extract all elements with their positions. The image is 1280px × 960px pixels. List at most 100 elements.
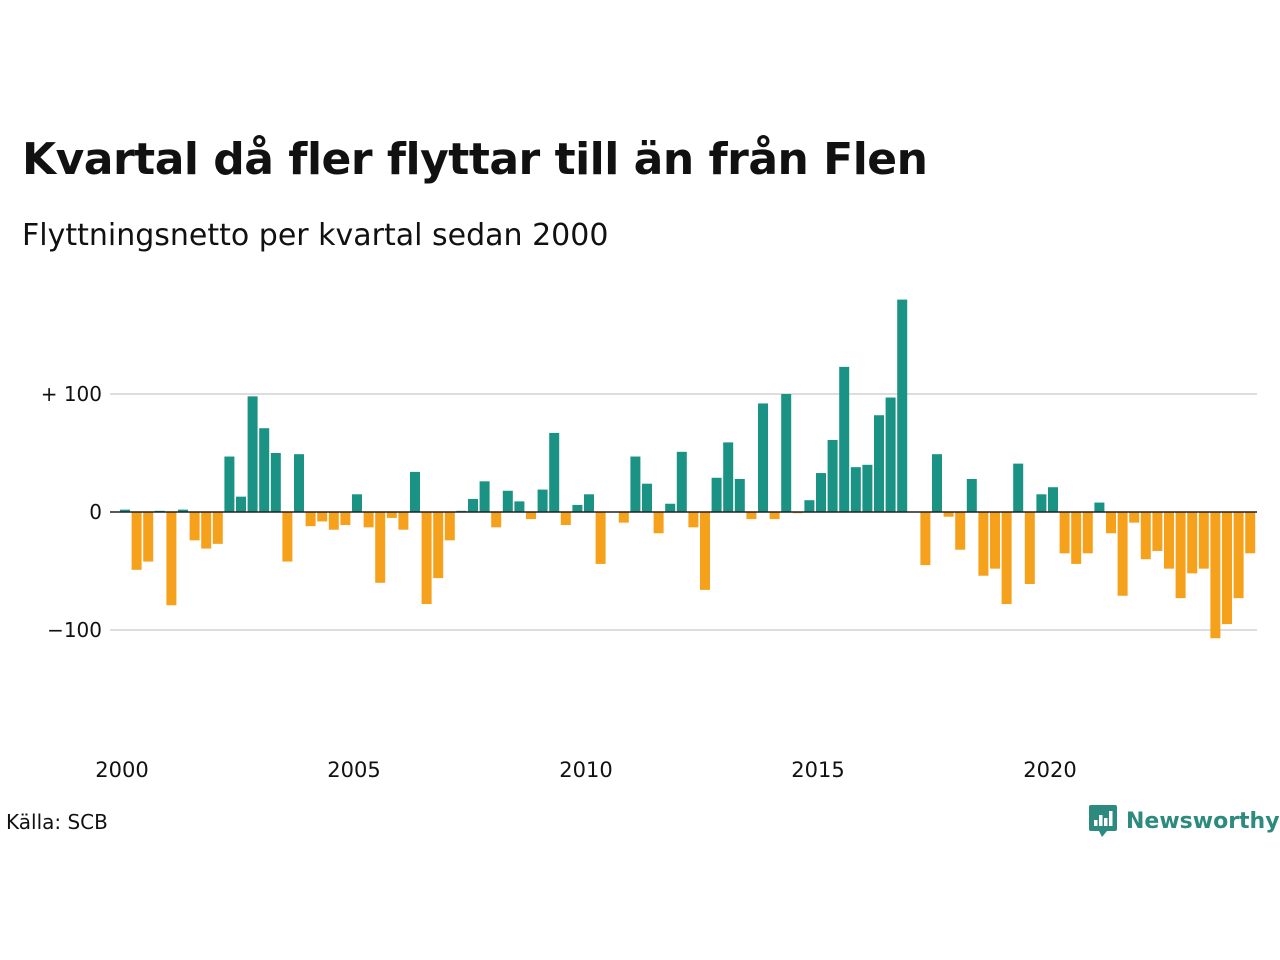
- bar-q21: [352, 494, 362, 512]
- bar-q73: [955, 512, 966, 550]
- newsworthy-logo-icon: [1089, 805, 1117, 837]
- bar-q67: [885, 397, 896, 512]
- bar-q17: [305, 512, 316, 527]
- bar-q35: [514, 501, 525, 512]
- bar-q94: [1198, 512, 1209, 569]
- bar-q95: [1210, 512, 1221, 639]
- bar-q22: [363, 512, 374, 528]
- source-note: Källa: SCB: [6, 810, 108, 834]
- bar-q36: [526, 512, 536, 520]
- bar-q28: [433, 512, 444, 579]
- bar-q18: [317, 512, 328, 522]
- bar-q56: [758, 403, 768, 512]
- brand-logo: Newsworthy: [1088, 804, 1280, 838]
- bar-q89: [1140, 512, 1151, 560]
- bar-q42: [595, 512, 606, 564]
- bar-q90: [1152, 512, 1163, 551]
- y-tick-label: + 100: [41, 382, 102, 406]
- x-tick-label: 2005: [327, 758, 380, 782]
- bar-q47: [653, 512, 664, 534]
- bar-q51: [700, 512, 710, 590]
- brand-name: Newsworthy: [1126, 808, 1280, 834]
- bar-q29: [444, 512, 455, 541]
- bar-q23: [375, 512, 386, 583]
- bar-q33: [491, 512, 502, 528]
- bar-q13: [259, 428, 270, 512]
- bar-q7: [189, 512, 200, 541]
- bar-q12: [247, 396, 258, 512]
- bar-q81: [1048, 487, 1058, 512]
- bar-chart: + 100 0 −100 2000 2005 2010 2015 2020: [41, 299, 1257, 782]
- x-tick-label: 2020: [1023, 758, 1076, 782]
- bar-q27: [421, 512, 432, 605]
- bar-q64: [850, 467, 861, 512]
- chart-subtitle: Flyttningsnetto per kvartal sedan 2000: [22, 218, 609, 253]
- y-tick-label: 0: [89, 500, 102, 524]
- bar-q37: [537, 489, 548, 512]
- bar-q9: [212, 512, 223, 544]
- bar-q65: [862, 464, 873, 512]
- bar-q38: [549, 432, 560, 512]
- bar-q50: [688, 512, 699, 528]
- bar-q16: [294, 454, 304, 512]
- x-axis-tick-labels: 2000 2005 2010 2015 2020: [95, 758, 1076, 782]
- bar-q58: [781, 394, 792, 512]
- x-tick-label: 2000: [95, 758, 148, 782]
- bar-q80: [1036, 494, 1047, 512]
- bars: [110, 299, 1257, 639]
- bar-q75: [978, 512, 989, 576]
- bar-q11: [236, 496, 246, 512]
- bar-q70: [920, 512, 931, 566]
- bar-q55: [746, 512, 757, 520]
- bar-q48: [665, 503, 676, 512]
- bar-q71: [932, 454, 942, 512]
- bar-q15: [282, 512, 293, 562]
- x-tick-label: 2015: [791, 758, 844, 782]
- bar-q85: [1094, 502, 1105, 512]
- bar-q46: [642, 483, 652, 512]
- bar-q26: [410, 471, 420, 512]
- bar-q14: [270, 453, 281, 512]
- bar-q45: [630, 456, 641, 512]
- bar-q39: [560, 512, 571, 525]
- bar-q86: [1106, 512, 1116, 534]
- bar-q92: [1175, 512, 1186, 599]
- bar-q72: [943, 512, 954, 517]
- bar-q53: [723, 442, 734, 512]
- bar-q88: [1129, 512, 1140, 523]
- y-axis-tick-labels: + 100 0 −100: [41, 382, 102, 642]
- bar-q78: [1013, 463, 1024, 512]
- bar-q25: [398, 512, 409, 530]
- bar-q1: [120, 509, 130, 512]
- bar-q66: [874, 415, 884, 512]
- bar-q62: [827, 440, 838, 512]
- y-tick-label: −100: [47, 618, 102, 642]
- grid-lines: [110, 393, 1257, 631]
- bar-q87: [1117, 512, 1128, 596]
- bar-q82: [1059, 512, 1070, 554]
- bar-q31: [468, 499, 478, 512]
- bar-q19: [328, 512, 339, 530]
- bar-q44: [618, 512, 629, 523]
- bar-q3: [143, 512, 154, 562]
- bar-q41: [584, 494, 594, 512]
- bar-q34: [502, 490, 513, 512]
- bar-q98: [1245, 512, 1256, 554]
- bar-q5: [166, 512, 177, 606]
- bar-q79: [1024, 512, 1035, 584]
- bar-q97: [1233, 512, 1244, 599]
- bar-q60: [804, 500, 815, 512]
- bar-q52: [711, 477, 722, 512]
- bar-q54: [734, 478, 745, 512]
- bar-q10: [224, 456, 235, 512]
- bar-q24: [386, 512, 397, 518]
- bar-q84: [1082, 512, 1093, 554]
- chart-title: Kvartal då fler flyttar till än från Fle…: [22, 134, 928, 185]
- bar-q91: [1164, 512, 1174, 569]
- bar-q76: [990, 512, 1000, 569]
- bar-q20: [340, 512, 351, 525]
- bar-q40: [572, 504, 583, 512]
- bar-q83: [1071, 512, 1082, 564]
- bar-q49: [676, 451, 687, 512]
- bar-q61: [816, 473, 826, 512]
